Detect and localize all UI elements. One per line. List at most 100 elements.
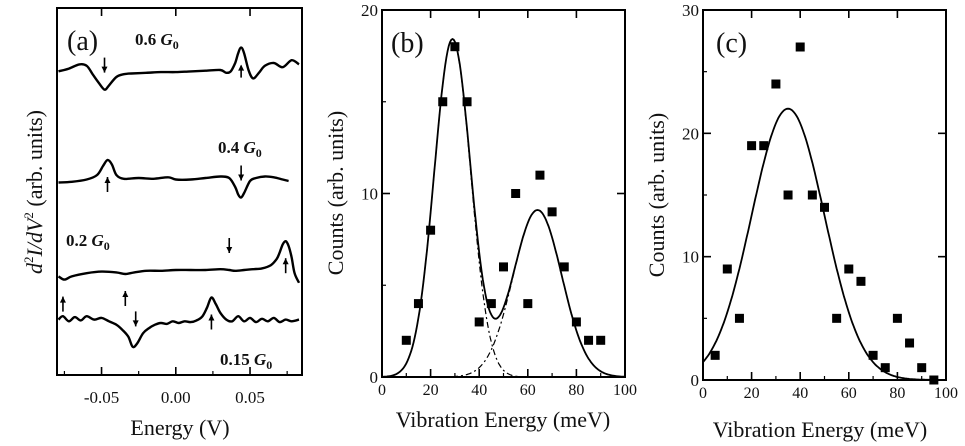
feature-arrow-head: [208, 314, 215, 321]
panel-b-x-label: Vibration Energy (meV): [396, 407, 611, 432]
data-point: [747, 141, 757, 151]
data-point: [547, 207, 557, 217]
series-line-0: [58, 46, 300, 91]
x-tick-label: 0.00: [161, 388, 191, 407]
data-point: [462, 97, 472, 107]
feature-arrow-head: [59, 296, 66, 303]
feature-arrow-head: [101, 66, 108, 73]
data-point: [868, 350, 878, 360]
data-point: [559, 262, 569, 272]
panel-a-frame: [56, 7, 303, 376]
data-point: [759, 141, 769, 151]
panel-c-frame: [702, 9, 947, 381]
data-point: [571, 317, 581, 327]
panel-a-x-label: Energy (V): [130, 415, 229, 440]
data-point: [426, 225, 436, 235]
feature-arrow-head: [122, 291, 129, 297]
data-point: [523, 299, 533, 309]
series-line-3: [57, 296, 300, 349]
x-tick-label: 100: [613, 382, 637, 399]
x-tick-label: 0: [378, 382, 386, 399]
feature-arrow-head: [238, 174, 245, 181]
data-point: [820, 202, 829, 212]
feature-arrow-head: [226, 247, 233, 253]
panel-b-points: [401, 42, 606, 345]
fit-curve-component: [382, 209, 625, 378]
panel-b: (b) 0 20 40 60 80 100 0 10 20 Vibration Energy (…: [323, 1, 637, 432]
data-point: [413, 299, 423, 309]
curve-label-0.2: 0.2 G0: [66, 231, 110, 253]
data-point: [450, 42, 460, 52]
data-point: [844, 264, 854, 274]
feature-arrow-head: [104, 177, 111, 183]
data-point: [401, 335, 411, 345]
data-point: [807, 190, 817, 200]
y-tick-label: 30: [682, 1, 699, 20]
data-point: [832, 313, 842, 323]
x-tick-label: 20: [744, 385, 760, 402]
y-tick-label: 20: [682, 124, 699, 143]
panel-c-points: [710, 42, 939, 385]
y-tick-label: 10: [682, 248, 699, 267]
data-point: [856, 276, 866, 286]
feature-arrow-head: [132, 320, 139, 327]
panel-a-y-label: d2I/dV2 (arb. units): [21, 110, 47, 274]
data-point: [905, 338, 915, 348]
data-point: [474, 317, 484, 327]
x-tick-label: 60: [520, 382, 536, 399]
panel-b-fits: [382, 37, 625, 378]
panel-c-label: (c): [716, 28, 747, 59]
fit-curve-total: [702, 107, 946, 381]
x-tick-label: 40: [792, 385, 808, 402]
panel-c: (c) 0 20 40 60 80 100 0 10 20 30 Vibration Energy…: [644, 1, 958, 442]
data-point: [710, 350, 720, 360]
data-point: [722, 264, 732, 274]
data-point: [535, 170, 545, 180]
x-tick-label: 0: [699, 385, 707, 402]
curve-label-0.15: 0.15 G0: [220, 350, 272, 372]
panel-a-label: (a): [67, 26, 98, 57]
series-line-1: [58, 158, 289, 199]
x-tick-label: 80: [568, 382, 584, 399]
data-point: [795, 42, 805, 52]
panel-b-axes: 0 20 40 60 80 100 0 10 20: [361, 1, 637, 399]
data-point: [734, 313, 744, 323]
y-tick-label: 0: [370, 368, 379, 387]
data-point: [771, 79, 781, 89]
data-point: [499, 262, 508, 272]
x-tick-label: 0.05: [235, 388, 265, 407]
x-tick-label: 100: [934, 385, 958, 402]
panel-a: (a) -0.05 0.00 0.05 0.6 G0 0.4 G0 0.2 G0 0…: [21, 7, 303, 440]
feature-arrow-head: [238, 64, 245, 71]
panel-c-fits: [702, 107, 946, 381]
panel-a-x-axis: -0.05 0.00 0.05: [63, 8, 288, 407]
data-point: [511, 189, 521, 198]
series-line-2: [57, 239, 301, 284]
y-tick-label: 20: [361, 1, 378, 20]
x-tick-label: 40: [471, 382, 487, 399]
fit-curve-component: [382, 38, 625, 378]
data-point: [486, 299, 496, 309]
data-point: [917, 363, 927, 373]
y-tick-label: 10: [361, 185, 378, 204]
data-point: [929, 375, 939, 385]
x-tick-label: 60: [841, 385, 857, 402]
x-tick-label: 80: [889, 385, 905, 402]
panel-c-axes: 0 20 40 60 80 100 0 10 20 30: [682, 1, 958, 402]
curve-label-0.4: 0.4 G0: [218, 138, 262, 160]
y-tick-label: 0: [691, 371, 700, 390]
panel-c-y-label: Counts (arb. units): [644, 113, 669, 277]
panel-b-label: (b): [391, 28, 424, 59]
panel-a-arrows: [59, 57, 289, 330]
feature-arrow-head: [282, 258, 289, 265]
data-point: [880, 363, 890, 373]
fit-curve-total: [382, 37, 625, 378]
panel-b-y-label: Counts (arb. units): [323, 111, 348, 275]
panel-a-curves: [57, 46, 301, 349]
data-point: [892, 313, 902, 323]
curve-label-0.6: 0.6 G0: [135, 30, 179, 52]
x-tick-label: -0.05: [84, 388, 119, 407]
data-point: [596, 335, 606, 345]
data-point: [438, 97, 448, 107]
